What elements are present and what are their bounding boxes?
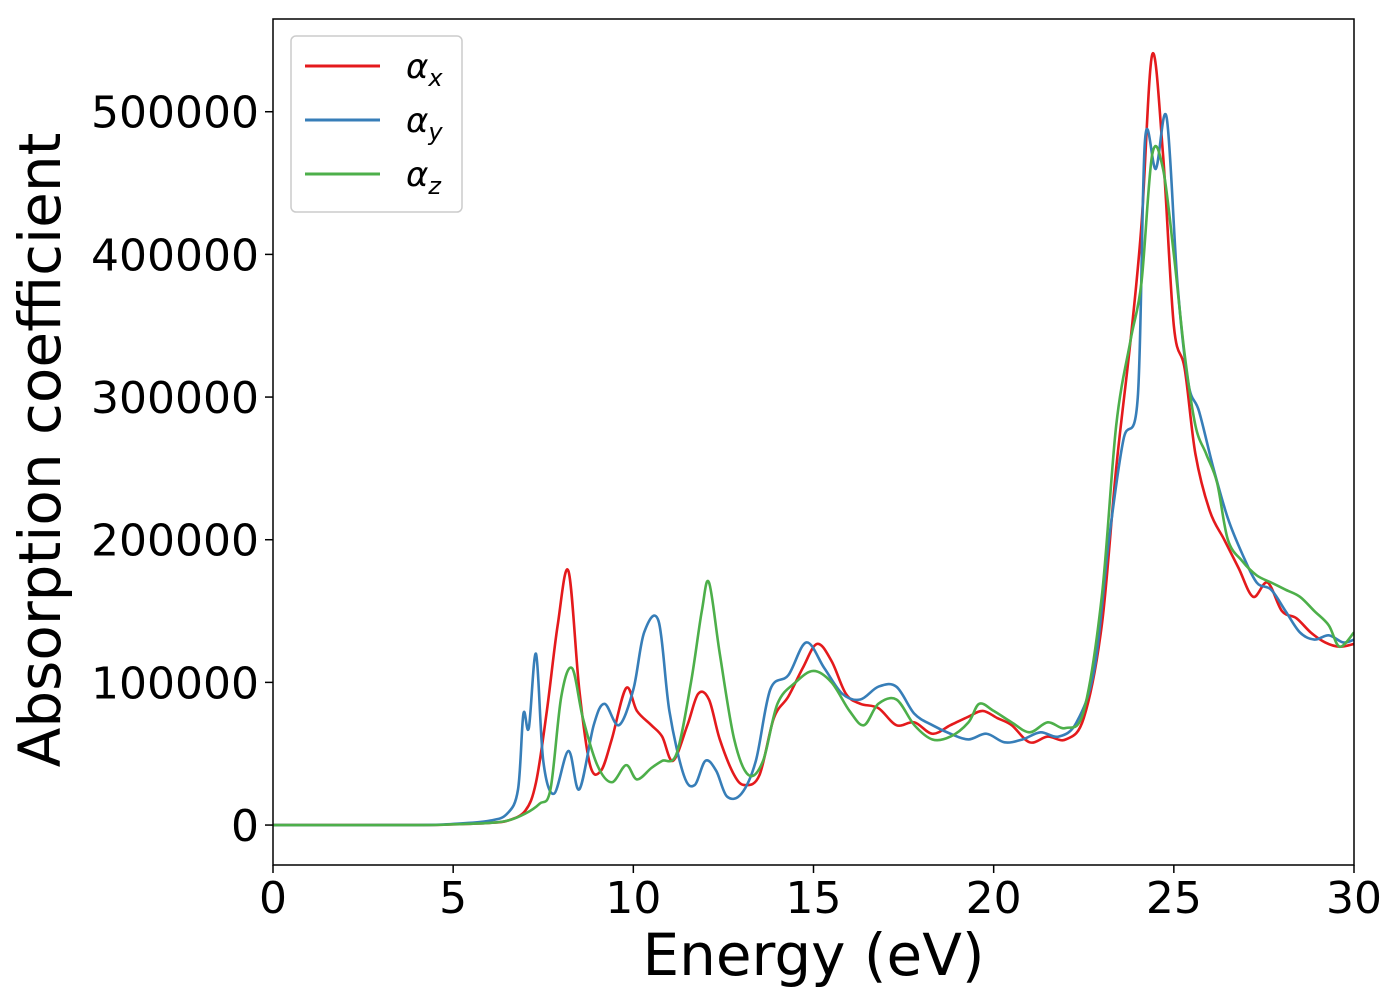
x-axis: 0 5 10 15 20 25 30	[259, 865, 1382, 924]
x-tick-label: 25	[1146, 873, 1202, 924]
x-tick-label: 5	[439, 873, 467, 924]
x-tick-label: 20	[966, 873, 1022, 924]
y-axis: 0 100000 200000 300000 400000 500000	[91, 88, 273, 852]
legend-box	[290, 35, 463, 213]
series-line-z	[273, 144, 1354, 827]
y-tick-label: 500000	[91, 88, 259, 139]
legend-label-z: αz	[406, 155, 442, 200]
x-tick-label: 0	[259, 873, 287, 924]
series-layer	[273, 51, 1354, 827]
y-axis-label: Absorption coefficient	[6, 133, 74, 768]
y-tick-label: 400000	[91, 230, 259, 281]
x-tick-label: 30	[1326, 873, 1382, 924]
y-tick-label: 100000	[91, 658, 259, 709]
x-tick-label: 10	[605, 873, 661, 924]
y-tick-label: 200000	[91, 516, 259, 567]
y-tick-label: 0	[231, 801, 259, 852]
legend-label-x: αx	[406, 47, 443, 92]
x-axis-label: Energy (eV)	[642, 921, 984, 989]
legend-label-y: αy	[406, 101, 443, 146]
series-line-y	[273, 112, 1354, 827]
y-tick-label: 300000	[91, 373, 259, 424]
x-tick-label: 15	[786, 873, 842, 924]
legend: αx αy αz	[290, 35, 463, 213]
